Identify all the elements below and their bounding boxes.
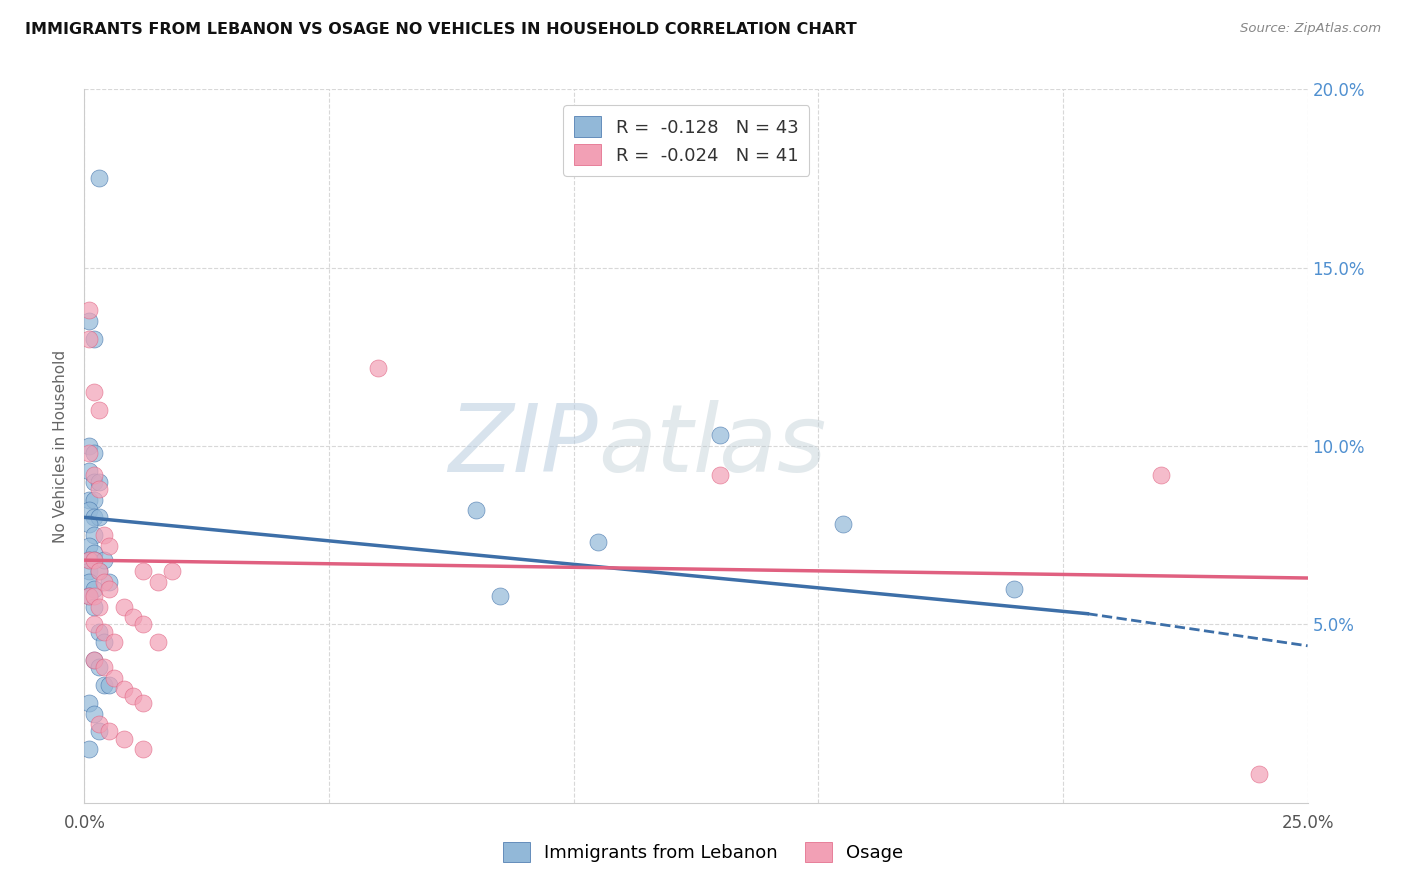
Point — [132, 617, 155, 632]
Point — [77, 696, 100, 710]
Text: Source: ZipAtlas.com: Source: ZipAtlas.com — [1240, 22, 1381, 36]
Point — [77, 564, 100, 578]
Point — [122, 689, 145, 703]
Point — [87, 599, 110, 614]
Point — [97, 724, 120, 739]
Point — [83, 582, 105, 596]
Text: ZIP: ZIP — [449, 401, 598, 491]
Point — [97, 574, 120, 589]
Point — [77, 439, 100, 453]
Point — [77, 492, 100, 507]
Point — [83, 553, 105, 567]
Point — [77, 539, 100, 553]
Point — [83, 510, 105, 524]
Point — [93, 574, 115, 589]
Point — [93, 624, 115, 639]
Point — [709, 467, 731, 482]
Point — [586, 535, 609, 549]
Point — [77, 589, 100, 603]
Point — [146, 574, 169, 589]
Point — [77, 446, 100, 460]
Point — [83, 385, 105, 400]
Point — [831, 517, 853, 532]
Point — [112, 681, 135, 696]
Point — [93, 635, 115, 649]
Point — [77, 332, 100, 346]
Point — [1247, 767, 1270, 781]
Point — [83, 653, 105, 667]
Point — [93, 528, 115, 542]
Point — [83, 706, 105, 721]
Point — [146, 635, 169, 649]
Point — [83, 332, 105, 346]
Point — [87, 564, 110, 578]
Point — [489, 589, 512, 603]
Point — [77, 589, 100, 603]
Point — [87, 660, 110, 674]
Point — [87, 403, 110, 417]
Point — [87, 717, 110, 731]
Point — [87, 482, 110, 496]
Text: IMMIGRANTS FROM LEBANON VS OSAGE NO VEHICLES IN HOUSEHOLD CORRELATION CHART: IMMIGRANTS FROM LEBANON VS OSAGE NO VEHI… — [25, 22, 858, 37]
Point — [112, 731, 135, 746]
Point — [83, 475, 105, 489]
Point — [103, 671, 125, 685]
Point — [77, 574, 100, 589]
Point — [112, 599, 135, 614]
Point — [83, 446, 105, 460]
Point — [122, 610, 145, 624]
Point — [83, 653, 105, 667]
Text: atlas: atlas — [598, 401, 827, 491]
Point — [83, 589, 105, 603]
Point — [87, 564, 110, 578]
Point — [87, 624, 110, 639]
Point — [87, 475, 110, 489]
Point — [87, 171, 110, 186]
Point — [93, 678, 115, 692]
Point — [132, 742, 155, 756]
Point — [1002, 582, 1025, 596]
Point — [77, 303, 100, 318]
Point — [97, 582, 120, 596]
Point — [77, 464, 100, 478]
Point — [464, 503, 486, 517]
Point — [77, 553, 100, 567]
Point — [77, 503, 100, 517]
Point — [132, 696, 155, 710]
Point — [83, 546, 105, 560]
Point — [709, 428, 731, 442]
Point — [77, 742, 100, 756]
Point — [83, 467, 105, 482]
Point — [103, 635, 125, 649]
Point — [77, 553, 100, 567]
Point — [97, 539, 120, 553]
Point — [87, 724, 110, 739]
Point — [77, 314, 100, 328]
Point — [87, 510, 110, 524]
Point — [83, 617, 105, 632]
Point — [367, 360, 389, 375]
Legend: Immigrants from Lebanon, Osage: Immigrants from Lebanon, Osage — [495, 834, 911, 870]
Point — [83, 528, 105, 542]
Point — [162, 564, 184, 578]
Point — [83, 599, 105, 614]
Legend: R =  -0.128   N = 43, R =  -0.024   N = 41: R = -0.128 N = 43, R = -0.024 N = 41 — [564, 105, 810, 176]
Point — [83, 492, 105, 507]
Point — [132, 564, 155, 578]
Point — [97, 678, 120, 692]
Point — [83, 553, 105, 567]
Y-axis label: No Vehicles in Household: No Vehicles in Household — [53, 350, 69, 542]
Point — [93, 660, 115, 674]
Point — [77, 517, 100, 532]
Point — [93, 553, 115, 567]
Point — [1150, 467, 1173, 482]
